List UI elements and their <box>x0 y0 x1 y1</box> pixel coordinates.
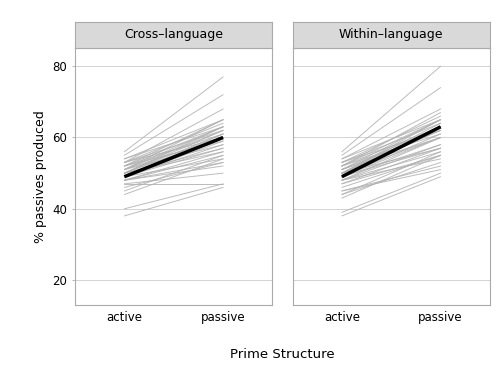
Text: Within–language: Within–language <box>339 29 444 41</box>
Text: Cross–language: Cross–language <box>124 29 223 41</box>
Text: Prime Structure: Prime Structure <box>230 348 335 361</box>
Y-axis label: % passives produced: % passives produced <box>34 110 47 243</box>
